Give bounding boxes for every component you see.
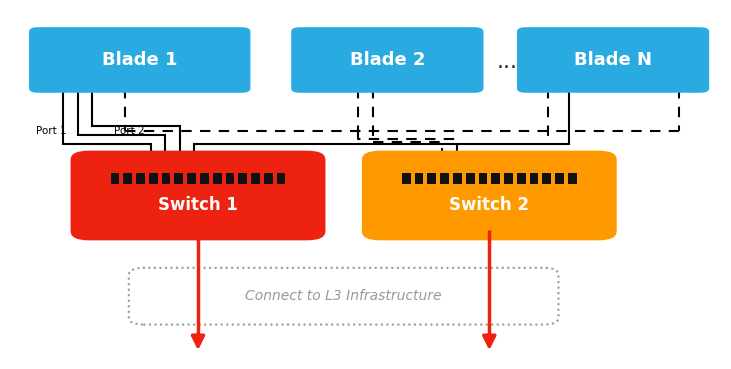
Bar [124,173,132,184]
Bar [491,173,500,184]
Bar [542,173,551,184]
Bar [276,173,285,184]
Bar [162,173,170,184]
Bar [187,173,196,184]
FancyBboxPatch shape [291,27,483,93]
Bar [453,173,462,184]
FancyBboxPatch shape [71,151,325,240]
Bar [226,173,235,184]
Bar [517,173,526,184]
Bar [530,173,538,184]
Bar [504,173,513,184]
Bar [238,173,247,184]
Text: ...: ... [497,52,518,72]
FancyBboxPatch shape [517,27,709,93]
Text: Port 2: Port 2 [114,127,145,137]
Bar [264,173,273,184]
Text: Switch 2: Switch 2 [450,196,529,214]
Bar [466,173,474,184]
Text: Switch 1: Switch 1 [158,196,238,214]
Bar [402,173,411,184]
Bar [149,173,158,184]
Bar [136,173,145,184]
Text: Blade N: Blade N [574,51,652,69]
Bar [110,173,119,184]
FancyBboxPatch shape [362,151,617,240]
Text: Connect to L3 Infrastructure: Connect to L3 Infrastructure [246,289,442,303]
Text: Port 1: Port 1 [37,127,67,137]
Text: Blade 2: Blade 2 [349,51,425,69]
Bar [428,173,436,184]
FancyBboxPatch shape [29,27,251,93]
Bar [568,173,577,184]
Bar [213,173,221,184]
Bar [440,173,449,184]
Bar [251,173,260,184]
Text: Blade 1: Blade 1 [102,51,178,69]
Bar [479,173,488,184]
Bar [414,173,423,184]
Bar [555,173,564,184]
Bar [175,173,183,184]
Bar [200,173,209,184]
